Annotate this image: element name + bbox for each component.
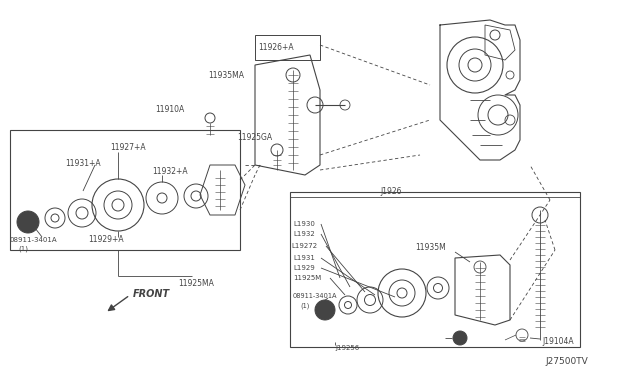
Text: 11935M: 11935M xyxy=(415,244,445,253)
Text: J19104A: J19104A xyxy=(542,337,573,346)
Circle shape xyxy=(23,217,33,227)
Text: L1932: L1932 xyxy=(293,231,315,237)
Text: FRONT: FRONT xyxy=(133,289,170,299)
Bar xyxy=(290,192,580,347)
Text: L19272: L19272 xyxy=(291,243,317,249)
Circle shape xyxy=(17,211,39,233)
Text: 11926+A: 11926+A xyxy=(258,42,294,51)
Bar xyxy=(255,35,320,60)
Text: J27500TV: J27500TV xyxy=(545,357,588,366)
Text: 11925MA: 11925MA xyxy=(178,279,214,288)
Text: J19256: J19256 xyxy=(335,345,359,351)
Circle shape xyxy=(453,331,467,345)
Text: 11932+A: 11932+A xyxy=(152,167,188,176)
Text: 11935MA: 11935MA xyxy=(208,71,244,80)
Text: 11910A: 11910A xyxy=(155,106,184,115)
Text: L1930: L1930 xyxy=(293,221,315,227)
Bar xyxy=(10,130,240,250)
Text: 11929+A: 11929+A xyxy=(88,235,124,244)
Text: 11927+A: 11927+A xyxy=(110,142,146,151)
Text: (1): (1) xyxy=(300,303,309,309)
Text: 08911-3401A: 08911-3401A xyxy=(10,237,58,243)
Circle shape xyxy=(315,300,335,320)
Text: 11925GA: 11925GA xyxy=(237,132,272,141)
Text: L1929: L1929 xyxy=(293,265,315,271)
Circle shape xyxy=(321,306,329,314)
Text: J1926: J1926 xyxy=(380,187,401,196)
Text: L1931: L1931 xyxy=(293,255,315,261)
Text: 08911-3401A: 08911-3401A xyxy=(293,293,337,299)
Text: (1): (1) xyxy=(18,246,28,252)
Text: 11925M: 11925M xyxy=(293,275,321,281)
Text: 11931+A: 11931+A xyxy=(65,158,100,167)
